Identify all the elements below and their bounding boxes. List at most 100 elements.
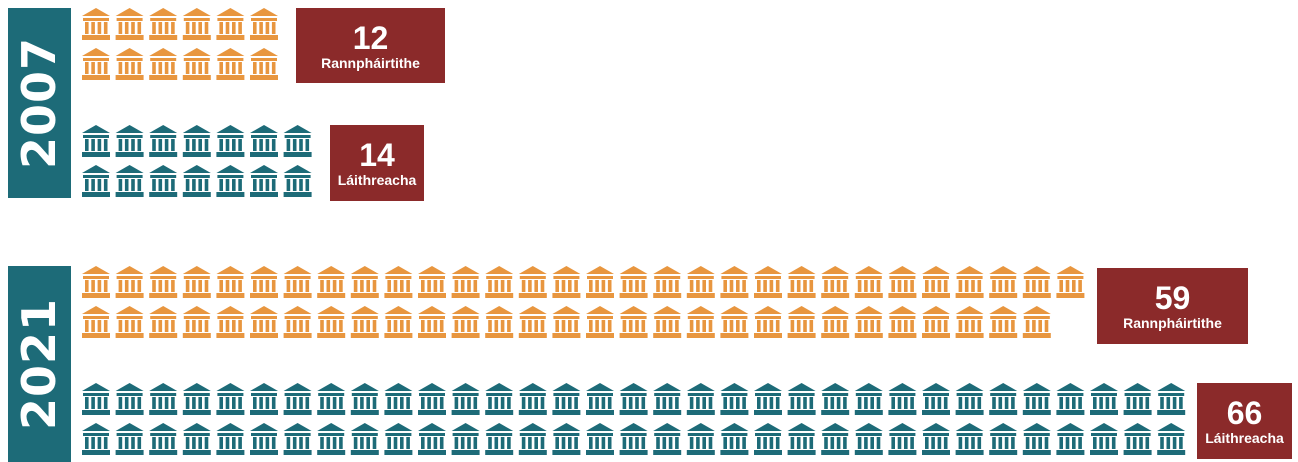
sites-badge-2021: 66 Láithreacha [1197, 383, 1292, 459]
building-icon [1157, 423, 1186, 455]
building-icon [82, 48, 110, 80]
building-icon [115, 266, 144, 298]
participants-count: 12 [352, 19, 389, 56]
building-icon [787, 266, 816, 298]
building-icon [317, 423, 346, 455]
building-icon [888, 423, 917, 455]
building-icon [149, 306, 178, 338]
building-icon [216, 48, 245, 80]
building-icon [989, 383, 1018, 415]
building-icon [451, 306, 480, 338]
building-icon [250, 8, 278, 40]
year-bar-2021: 2021 [8, 266, 71, 462]
sites-label: Láithreacha [1205, 430, 1284, 446]
building-icon [686, 423, 715, 455]
building-icon [418, 423, 446, 455]
building-icon [418, 266, 446, 298]
building-icon [283, 165, 312, 197]
building-icon [216, 125, 245, 157]
building-icon [854, 266, 883, 298]
building-icon [485, 423, 514, 455]
building-icon [720, 423, 749, 455]
building-icon [955, 423, 984, 455]
building-icon [283, 423, 312, 455]
building-icon [384, 383, 413, 415]
building-icon [787, 423, 816, 455]
building-icon [1022, 266, 1051, 298]
building-icon [552, 306, 581, 338]
building-icon [619, 266, 648, 298]
building-icon [182, 8, 211, 40]
building-icon [283, 306, 312, 338]
sites-count: 14 [359, 137, 395, 173]
building-icon [1056, 423, 1085, 455]
building-icon [384, 266, 413, 298]
building-icon [653, 266, 682, 298]
building-icon [1022, 383, 1051, 415]
building-icon [854, 383, 883, 415]
building-icon [955, 383, 984, 415]
building-icon [686, 266, 715, 298]
participants-label: Rannpháirtithe [1123, 315, 1222, 331]
building-icon [619, 383, 648, 415]
building-icon [250, 306, 278, 338]
building-icon [989, 306, 1018, 338]
building-icon [182, 125, 211, 157]
building-icon [922, 423, 950, 455]
building-icon [250, 48, 278, 80]
building-icon [1056, 266, 1085, 298]
building-icon [182, 383, 211, 415]
building-icon [586, 423, 614, 455]
building-icon [653, 383, 682, 415]
building-icon [821, 423, 850, 455]
building-icon [1022, 306, 1051, 338]
year-bar-2007: 2007 [8, 8, 71, 198]
building-icon [485, 383, 514, 415]
building-icon [989, 423, 1018, 455]
building-icon [216, 383, 245, 415]
building-icon [552, 383, 581, 415]
building-icon [754, 383, 782, 415]
building-icon [586, 266, 614, 298]
building-icon [149, 48, 178, 80]
building-icon [955, 306, 984, 338]
building-icon [686, 383, 715, 415]
building-icon [518, 306, 547, 338]
building-icon [250, 423, 278, 455]
building-icon [216, 266, 245, 298]
sites-count: 66 [1226, 395, 1263, 431]
building-icon [182, 165, 211, 197]
building-icon [1123, 383, 1152, 415]
building-icon [586, 383, 614, 415]
building-icon [149, 423, 178, 455]
building-icon [115, 48, 144, 80]
building-icon [821, 266, 850, 298]
building-icon [451, 423, 480, 455]
building-icon [922, 266, 950, 298]
building-icon [82, 383, 110, 415]
building-icon [955, 266, 984, 298]
building-icon [149, 266, 178, 298]
building-icon [754, 306, 782, 338]
building-icon [1056, 383, 1085, 415]
building-icon [720, 383, 749, 415]
building-icon [720, 306, 749, 338]
building-icon [1090, 423, 1118, 455]
building-icon [418, 306, 446, 338]
building-icon [82, 266, 110, 298]
building-icon [182, 306, 211, 338]
building-icon [82, 8, 110, 40]
building-icon [115, 383, 144, 415]
participants-label: Rannpháirtithe [321, 54, 420, 71]
building-icon [418, 383, 446, 415]
building-icon [82, 165, 110, 197]
building-icon [787, 306, 816, 338]
building-icon [317, 383, 346, 415]
building-icon [182, 423, 211, 455]
building-icon [149, 125, 178, 157]
building-icon [552, 423, 581, 455]
building-icon [283, 383, 312, 415]
building-icon [653, 306, 682, 338]
building-icon [82, 125, 110, 157]
